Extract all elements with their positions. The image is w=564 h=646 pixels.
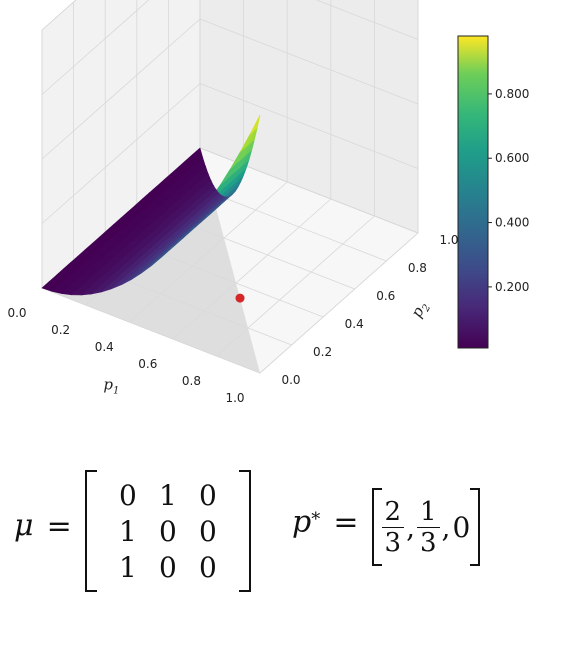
surface-patch [241, 149, 253, 166]
colorbar: 0.200 0.400 0.600 0.800 [457, 35, 529, 349]
equals-sign: = [46, 508, 72, 544]
matrix-cell: 0 [119, 478, 137, 512]
pstar-superscript: * [311, 509, 321, 531]
surface-patch [236, 167, 247, 182]
surface-patch [249, 114, 261, 135]
grid-line [41, 18, 201, 160]
left-bracket [84, 470, 97, 592]
surface-patch [194, 157, 207, 167]
x-axis-label: p1 [103, 376, 119, 397]
pstar-vector: 2 3, 1 3,0 [381, 497, 470, 558]
surface-patch [238, 159, 250, 175]
colorbar-tick-label: 0.800 [495, 87, 529, 101]
matrix-cell: 0 [159, 514, 177, 548]
surface-patch [205, 185, 217, 193]
x-tick-label: 0.6 [138, 357, 157, 371]
surface-patch [214, 195, 226, 203]
surface-patch [211, 193, 223, 201]
colorbar-gradient [457, 35, 489, 349]
y-tick-label: 0.2 [313, 345, 332, 359]
surface [41, 114, 261, 296]
fraction-denominator: 3 [384, 527, 402, 558]
fraction-numerator: 2 [381, 497, 405, 528]
matrix-cell: 0 [159, 550, 177, 584]
colorbar-tick-label: 0.200 [495, 280, 529, 294]
matrix-cell: 0 [199, 550, 217, 584]
optimum-marker [235, 293, 245, 303]
grid-line [199, 18, 419, 105]
matrix-cell: 1 [119, 550, 137, 584]
pstar-symbol: p [292, 504, 312, 540]
vector-entry: 0 [452, 510, 471, 544]
pstar-equation: p* = 2 3, 1 3,0 [292, 488, 481, 566]
surface-patch [197, 165, 209, 175]
surface-patch [200, 173, 212, 181]
surface-patch [202, 179, 215, 188]
mu-symbol: μ [14, 508, 34, 544]
y-tick-label: 0.4 [345, 317, 364, 331]
surface-patch [209, 189, 220, 197]
right-bracket [470, 488, 481, 566]
matrix-cell: 0 [199, 514, 217, 548]
right-bracket [239, 470, 252, 592]
optimum-point [235, 293, 245, 303]
matrix-cell: 1 [119, 514, 137, 548]
x-tick-label: 0.8 [182, 374, 201, 388]
matrix-cell: 0 [199, 478, 217, 512]
surface-patch [244, 139, 255, 157]
x-tick-label: 0.0 [7, 306, 26, 320]
x-tick-label: 0.4 [95, 340, 114, 354]
surface-patch [230, 181, 242, 194]
grid-line [315, 0, 419, 40]
equals-sign: = [333, 504, 359, 540]
fraction-denominator: 3 [420, 527, 437, 558]
y-axis-label: p2 [407, 298, 433, 322]
y-axis-label-subscript: 2 [420, 303, 433, 315]
matrix-cell: 1 [159, 478, 177, 512]
y-tick-label: 0.8 [408, 261, 427, 275]
y-tick-label: 0.0 [281, 373, 300, 387]
chart-figure: 0.0 0.2 0.4 0.6 0.8 1.0 0.0 0.2 0.4 0.6 0.8 1.0 p1 p… [7, 0, 529, 405]
grid-line [41, 83, 201, 224]
surface-patch [192, 147, 204, 159]
y-tick-label: 0.6 [376, 289, 395, 303]
colorbar-tick-label: 0.600 [495, 151, 529, 165]
left-bracket [371, 488, 382, 566]
x-axis-label-subscript: 1 [113, 386, 119, 397]
surface-patch [247, 127, 258, 146]
grid-line [199, 83, 419, 169]
surface-patch [217, 196, 228, 204]
fraction-numerator: 1 [417, 497, 440, 528]
vector-comma: , [441, 510, 451, 544]
grid-line [41, 0, 150, 95]
grid-line [259, 232, 419, 374]
axis-ticks: 0.0 0.2 0.4 0.6 0.8 1.0 0.0 0.2 0.4 0.6 0.8 1.0 [7, 233, 458, 405]
x-tick-label: 1.0 [225, 391, 244, 405]
vector-comma: , [406, 510, 415, 544]
colorbar-tick-label: 0.400 [495, 216, 529, 230]
surface-patch [228, 186, 239, 198]
surface-patch [233, 175, 244, 189]
x-tick-label: 0.2 [51, 323, 70, 337]
y-tick-label: 1.0 [439, 233, 458, 247]
